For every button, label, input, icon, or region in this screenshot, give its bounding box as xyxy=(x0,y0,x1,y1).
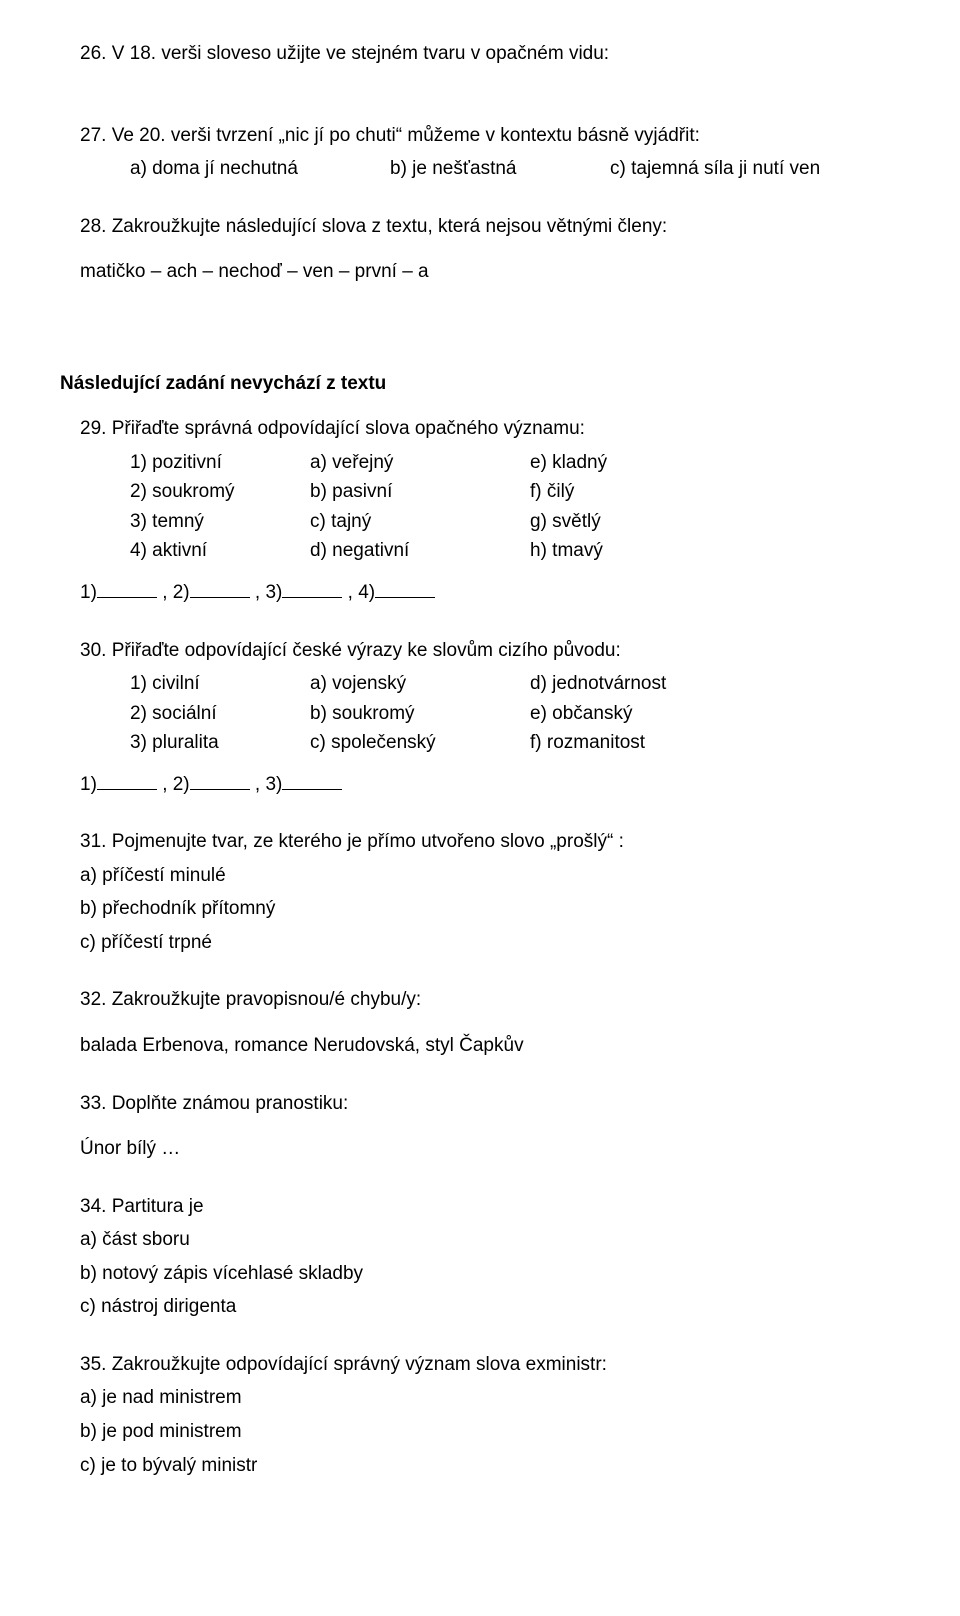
question-text: 34. Partitura je xyxy=(80,1193,900,1221)
ans-label: , 2) xyxy=(162,774,189,795)
mid-item: b) pasivní xyxy=(310,478,530,506)
question-35: 35. Zakroužkujte odpovídající správný vý… xyxy=(80,1351,900,1479)
right-item: e) kladný xyxy=(530,449,750,477)
section-heading: Následující zadání nevychází z textu xyxy=(60,370,900,398)
option-b: b) je nešťastná xyxy=(390,155,610,183)
option-c: c) je to bývalý ministr xyxy=(80,1452,900,1480)
question-text: 27. Ve 20. verši tvrzení „nic jí po chut… xyxy=(80,122,900,150)
question-30: 30. Přiřaďte odpovídající české výrazy k… xyxy=(80,637,900,799)
left-item: 4) aktivní xyxy=(130,537,310,565)
spacer xyxy=(80,1123,900,1135)
question-text: 30. Přiřaďte odpovídající české výrazy k… xyxy=(80,637,900,665)
question-text: 28. Zakroužkujte následující slova z tex… xyxy=(80,213,900,241)
spacer xyxy=(80,316,900,340)
match-table: 1) pozitivní a) veřejný e) kladný 2) sou… xyxy=(130,449,900,565)
question-33: 33. Doplňte známou pranostiku: Únor bílý… xyxy=(80,1090,900,1163)
question-34: 34. Partitura je a) část sboru b) notový… xyxy=(80,1193,900,1321)
blank[interactable] xyxy=(190,772,250,790)
ans-label: , 3) xyxy=(255,774,282,795)
match-row: 1) civilní a) vojenský d) jednotvárnost xyxy=(130,670,900,698)
question-text: 32. Zakroužkujte pravopisnou/é chybu/y: xyxy=(80,986,900,1014)
ans-label: 1) xyxy=(80,774,97,795)
answer-line: 1) , 2) , 3) , 4) xyxy=(80,579,900,607)
blank[interactable] xyxy=(190,580,250,598)
question-text: 29. Přiřaďte správná odpovídající slova … xyxy=(80,415,900,443)
right-item: e) občanský xyxy=(530,700,750,728)
match-row: 3) pluralita c) společenský f) rozmanito… xyxy=(130,729,900,757)
spacer xyxy=(80,246,900,258)
blank[interactable] xyxy=(282,772,342,790)
blank[interactable] xyxy=(282,580,342,598)
spacer xyxy=(80,98,900,122)
option-b: b) přechodník přítomný xyxy=(80,895,900,923)
question-text: 26. V 18. verši sloveso užijte ve stejné… xyxy=(80,40,900,68)
page: 26. V 18. verši sloveso užijte ve stejné… xyxy=(0,0,960,1616)
spacer xyxy=(80,759,900,771)
phrase-line: balada Erbenova, romance Nerudovská, sty… xyxy=(80,1032,900,1060)
blank[interactable] xyxy=(97,772,157,790)
mid-item: c) společenský xyxy=(310,729,530,757)
match-row: 2) soukromý b) pasivní f) čilý xyxy=(130,478,900,506)
ans-label: 1) xyxy=(80,582,97,603)
match-row: 1) pozitivní a) veřejný e) kladný xyxy=(130,449,900,477)
mid-item: c) tajný xyxy=(310,508,530,536)
option-c: c) příčestí trpné xyxy=(80,929,900,957)
left-item: 1) civilní xyxy=(130,670,310,698)
question-31: 31. Pojmenujte tvar, ze kterého je přímo… xyxy=(80,828,900,956)
proverb-line: Únor bílý … xyxy=(80,1135,900,1163)
left-item: 3) temný xyxy=(130,508,310,536)
right-item: g) světlý xyxy=(530,508,750,536)
right-item: d) jednotvárnost xyxy=(530,670,750,698)
question-29: 29. Přiřaďte správná odpovídající slova … xyxy=(80,415,900,606)
options-row: a) doma jí nechutná b) je nešťastná c) t… xyxy=(130,155,900,183)
left-item: 2) soukromý xyxy=(130,478,310,506)
option-a: a) část sboru xyxy=(80,1226,900,1254)
right-item: f) rozmanitost xyxy=(530,729,750,757)
option-c: c) nástroj dirigenta xyxy=(80,1293,900,1321)
blank[interactable] xyxy=(97,580,157,598)
match-row: 2) sociální b) soukromý e) občanský xyxy=(130,700,900,728)
mid-item: a) vojenský xyxy=(310,670,530,698)
blank[interactable] xyxy=(375,580,435,598)
match-table: 1) civilní a) vojenský d) jednotvárnost … xyxy=(130,670,900,757)
left-item: 3) pluralita xyxy=(130,729,310,757)
question-text: 31. Pojmenujte tvar, ze kterého je přímo… xyxy=(80,828,900,856)
question-28: 28. Zakroužkujte následující slova z tex… xyxy=(80,213,900,286)
ans-label: , 4) xyxy=(348,582,375,603)
option-b: b) notový zápis vícehlasé skladby xyxy=(80,1260,900,1288)
question-text: 35. Zakroužkujte odpovídající správný vý… xyxy=(80,1351,900,1379)
question-26: 26. V 18. verši sloveso užijte ve stejné… xyxy=(80,40,900,68)
match-row: 3) temný c) tajný g) světlý xyxy=(130,508,900,536)
mid-item: b) soukromý xyxy=(310,700,530,728)
spacer xyxy=(80,567,900,579)
mid-item: a) veřejný xyxy=(310,449,530,477)
right-item: f) čilý xyxy=(530,478,750,506)
option-c: c) tajemná síla ji nutí ven xyxy=(610,155,900,183)
left-item: 1) pozitivní xyxy=(130,449,310,477)
question-32: 32. Zakroužkujte pravopisnou/é chybu/y: … xyxy=(80,986,900,1059)
answer-line: 1) , 2) , 3) xyxy=(80,771,900,799)
option-a: a) je nad ministrem xyxy=(80,1384,900,1412)
left-item: 2) sociální xyxy=(130,700,310,728)
question-27: 27. Ve 20. verši tvrzení „nic jí po chut… xyxy=(80,122,900,183)
right-item: h) tmavý xyxy=(530,537,750,565)
match-row: 4) aktivní d) negativní h) tmavý xyxy=(130,537,900,565)
option-a: a) doma jí nechutná xyxy=(130,155,390,183)
ans-label: , 3) xyxy=(255,582,282,603)
spacer xyxy=(80,1020,900,1032)
question-text: 33. Doplňte známou pranostiku: xyxy=(80,1090,900,1118)
ans-label: , 2) xyxy=(162,582,189,603)
mid-item: d) negativní xyxy=(310,537,530,565)
option-a: a) příčestí minulé xyxy=(80,862,900,890)
word-line: matičko – ach – nechoď – ven – první – a xyxy=(80,258,900,286)
option-b: b) je pod ministrem xyxy=(80,1418,900,1446)
